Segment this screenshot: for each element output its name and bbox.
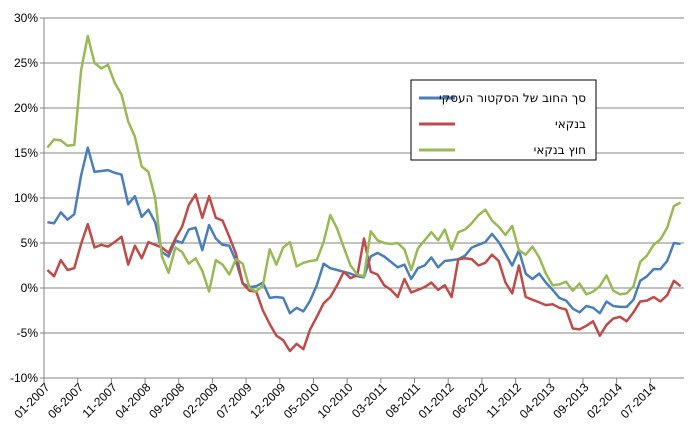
x-tick-label: 01-2012 — [416, 380, 457, 421]
series-line-1 — [46, 193, 682, 353]
x-tick-label: 12-2009 — [247, 380, 288, 421]
x-tick-label: 06-2012 — [449, 380, 490, 421]
x-tick-label: 01-2007 — [11, 380, 52, 421]
y-tick-label: -5% — [17, 326, 39, 340]
y-tick-label: 30% — [14, 11, 38, 25]
legend-label: בנקאי — [555, 117, 586, 131]
x-tick-label: 05-2010 — [281, 380, 322, 421]
series-lines — [46, 34, 682, 353]
y-tick-label: -10% — [10, 371, 38, 385]
x-tick-label: 08-2011 — [383, 380, 424, 421]
x-tick-label: 09-2013 — [550, 380, 591, 421]
legend-label: חוץ בנקאי — [534, 143, 586, 157]
y-tick-label: 15% — [14, 146, 38, 160]
x-tick-label: 02-2009 — [180, 380, 221, 421]
x-axis-ticks: 01-200706-200711-200704-200809-200802-20… — [11, 378, 659, 421]
legend: סך החוב של הסקטור העסקי בנקאי חוץ בנקאי — [410, 79, 597, 161]
legend-label: סך החוב של הסקטור העסקי — [439, 91, 586, 105]
y-axis-ticks: -10% -5% 0% 5% 10% 15% 20% 25% 30% — [10, 11, 44, 385]
y-tick-label: 0% — [21, 281, 39, 295]
y-tick-label: 25% — [14, 56, 38, 70]
x-tick-label: 04-2008 — [112, 380, 153, 421]
x-tick-label: 03-2011 — [349, 380, 390, 421]
series-line-2 — [46, 34, 682, 296]
x-tick-label: 10-2010 — [315, 380, 356, 421]
x-tick-label: 11-2012 — [484, 380, 525, 421]
x-tick-label: 02-2014 — [584, 380, 625, 421]
x-tick-label: 11-2007 — [79, 380, 120, 421]
y-tick-label: 20% — [14, 101, 38, 115]
x-tick-label: 04-2013 — [517, 380, 558, 421]
x-tick-label: 07-2009 — [214, 380, 255, 421]
legend-box — [410, 79, 597, 161]
y-tick-label: 10% — [14, 191, 38, 205]
x-tick-label: 06-2007 — [45, 380, 86, 421]
x-tick-label: 07-2014 — [618, 380, 659, 421]
x-tick-label: 09-2008 — [146, 380, 187, 421]
y-tick-label: 5% — [21, 236, 39, 250]
